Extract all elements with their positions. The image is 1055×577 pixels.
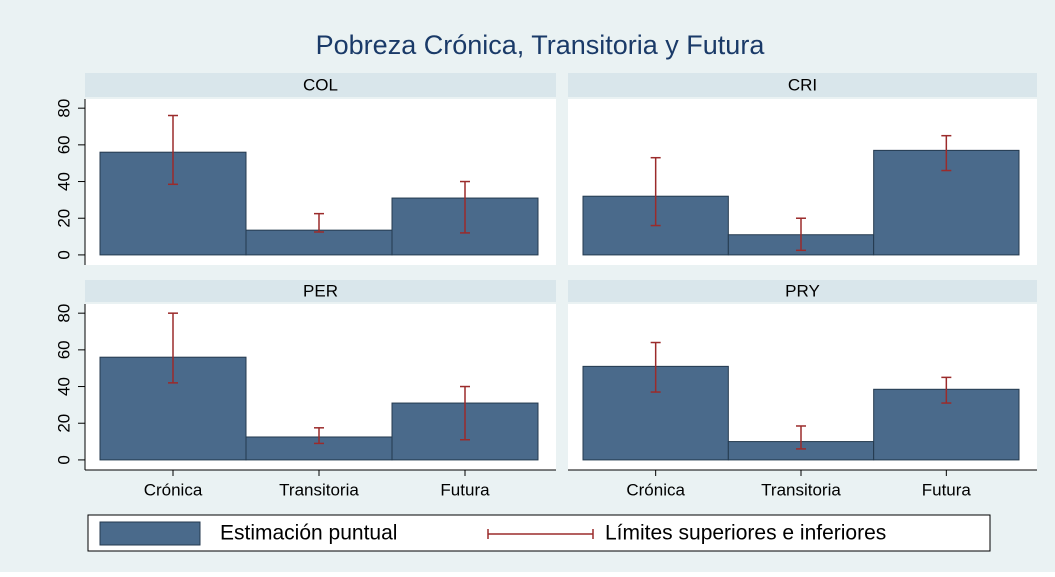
x-tick-label: Futura xyxy=(922,480,972,499)
panel-strip xyxy=(568,280,1037,302)
panel-title: CRI xyxy=(788,75,817,94)
panel-title: PRY xyxy=(785,281,820,300)
y-tick-label: 0 xyxy=(54,455,73,464)
x-tick-label: Futura xyxy=(440,480,490,499)
y-tick-label: 80 xyxy=(54,304,73,323)
bar xyxy=(245,229,393,256)
y-tick-label: 20 xyxy=(54,209,73,228)
x-tick-label: Transitoria xyxy=(279,480,359,499)
panel-strip xyxy=(85,73,556,97)
legend-label: Límites superiores e inferiores xyxy=(605,522,886,545)
legend-label: Estimación puntual xyxy=(220,522,397,545)
panel-strip xyxy=(85,280,556,302)
x-tick-label: Crónica xyxy=(144,480,203,499)
legend xyxy=(87,514,991,552)
y-tick-label: 60 xyxy=(54,135,73,154)
chart-title: Pobreza Crónica, Transitoria y Futura xyxy=(316,30,766,60)
y-tick-label: 0 xyxy=(54,250,73,259)
y-tick-label: 40 xyxy=(54,172,73,191)
x-tick-label: Crónica xyxy=(626,480,685,499)
panel-title: COL xyxy=(303,75,338,94)
y-tick-label: 40 xyxy=(54,377,73,396)
y-tick-label: 60 xyxy=(54,340,73,359)
legend-swatch xyxy=(99,521,201,546)
panel-title: PER xyxy=(303,281,338,300)
x-tick-label: Transitoria xyxy=(761,480,841,499)
y-tick-label: 20 xyxy=(54,414,73,433)
y-tick-label: 80 xyxy=(54,99,73,118)
panel-strip xyxy=(568,73,1037,97)
